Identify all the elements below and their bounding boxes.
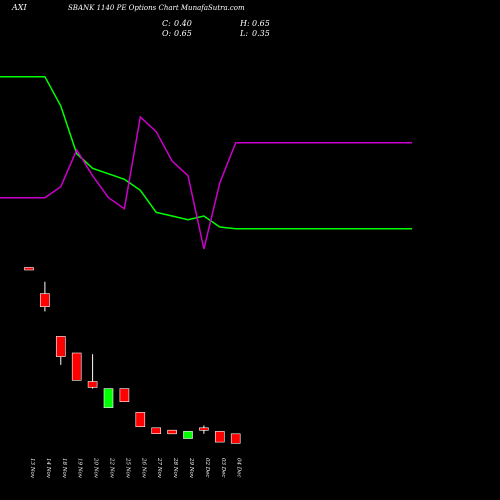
x-tick-label: 25 Nov	[124, 457, 130, 479]
candle-12	[215, 431, 225, 443]
candle-10	[183, 431, 193, 439]
candle-5	[103, 388, 114, 408]
x-tick-label: 20 Nov	[93, 457, 99, 479]
candle-11	[199, 425, 209, 434]
x-tick-label: 04 Dec	[236, 458, 242, 478]
x-tick-label: 26 Nov	[140, 457, 146, 479]
candle-body	[40, 293, 50, 308]
candle-body	[24, 267, 34, 271]
x-tick-label: 02 Dec	[204, 458, 210, 478]
candle-3	[71, 352, 82, 381]
candle-body	[103, 388, 114, 408]
candle-4	[87, 354, 98, 389]
candle-body	[199, 427, 209, 431]
high-label: H:	[239, 19, 250, 28]
candle-body	[183, 431, 193, 439]
candle-body	[230, 433, 241, 444]
candle-body	[151, 427, 161, 434]
x-axis-labels: 13 Nov 14 Nov 18 Nov 19 Nov 20 Nov 22 Nov 25 N…	[29, 457, 242, 479]
x-tick-label: 18 Nov	[61, 458, 67, 479]
x-tick-label: 19 Nov	[77, 458, 83, 479]
candle-2	[55, 336, 66, 365]
x-tick-label: 22 Nov	[109, 457, 115, 479]
candle-body	[55, 336, 66, 357]
candle-9	[167, 429, 177, 435]
x-tick-label: 14 Nov	[45, 458, 51, 479]
candle-body	[119, 388, 130, 403]
candle-body	[167, 429, 177, 435]
x-tick-label: 13 Nov	[29, 458, 35, 479]
indicator-line-1	[0, 75, 412, 230]
candle-13	[230, 433, 241, 444]
candle-body	[87, 381, 98, 388]
candle-7	[135, 412, 146, 427]
candle-6	[119, 388, 130, 403]
candle-8	[151, 427, 161, 434]
x-tick-label: 27 Nov	[156, 457, 162, 479]
open-value: 0.65	[174, 29, 192, 38]
close-value: 0.40	[174, 19, 192, 28]
symbol-label: AXI	[11, 3, 27, 12]
x-tick-label: 28 Nov	[172, 457, 178, 479]
candle-body	[135, 412, 146, 427]
candle-0	[24, 267, 34, 271]
candles	[24, 267, 241, 444]
x-tick-label: 03 Dec	[220, 458, 226, 478]
low-label: L:	[239, 29, 248, 38]
close-label: C:	[162, 19, 171, 28]
chart-title-main: SBANK 1140 PE Options Chart Munafa	[68, 4, 208, 12]
high-value: 0.65	[252, 19, 270, 28]
candle-1	[40, 281, 50, 312]
candle-body	[215, 431, 225, 443]
candle-body	[71, 352, 82, 381]
indicator-lines	[0, 75, 412, 250]
indicator-line-2	[0, 115, 412, 250]
chart-title: SBANK 1140 PE Options Chart MunafaSutra.…	[68, 4, 245, 12]
x-tick-label: 29 Nov	[188, 457, 194, 479]
open-label: O:	[162, 29, 172, 38]
low-value: 0.35	[252, 29, 270, 38]
chart-title-watermark: Sutra.com	[208, 4, 245, 12]
